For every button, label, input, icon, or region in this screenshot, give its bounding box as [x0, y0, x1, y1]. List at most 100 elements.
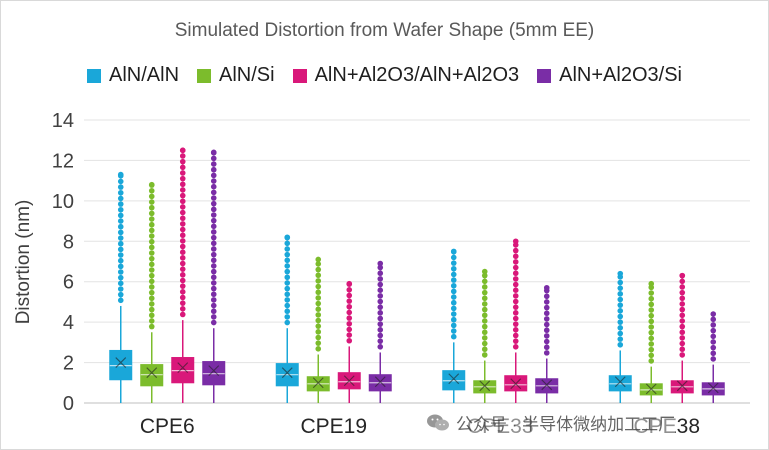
box-cpe6-s3-outlier [210, 285, 217, 292]
box-cpe33-s1-outlier [481, 335, 488, 341]
box-cpe6-s2-outlier [179, 221, 186, 227]
legend-item-aln-si: AlN/Si [197, 64, 275, 87]
box-cpe19-s2-outlier [346, 309, 353, 316]
box-cpe33-s2-outlier [512, 310, 519, 316]
box-cpe6-s1-outlier [148, 289, 155, 296]
watermark: 公众号 · 半导体微纳加工工厂 [426, 410, 676, 435]
box-cpe19-s1-outlier [315, 306, 322, 313]
box-cpe19-s1-outlier [315, 312, 322, 318]
box-cpe33-s3-outlier [543, 338, 550, 345]
box-cpe6-s2-outlier [179, 289, 186, 295]
box-cpe19-s2-outlier [346, 298, 353, 304]
box-cpe6-s0-outlier [117, 240, 124, 247]
box-cpe6-s2-outlier [179, 249, 186, 256]
box-cpe33-s2-outlier [512, 253, 519, 260]
box-cpe38-s3-outlier [710, 333, 717, 340]
box-cpe19-s0-outlier [284, 297, 291, 303]
box-cpe33-s1-outlier [481, 312, 488, 319]
box-cpe38-s0-outlier-max [617, 270, 624, 277]
box-cpe6-s2-outlier [179, 164, 186, 171]
box-cpe6-s3-outlier [210, 155, 217, 162]
box-cpe19-s0-outlier [284, 274, 291, 281]
box-cpe38-s0-outlier [617, 319, 624, 325]
box-cpe19-s1-outlier [315, 317, 322, 324]
box-cpe6-s1-outlier [148, 193, 155, 200]
box-cpe33-s2-outlier [512, 276, 519, 282]
box-cpe6-s2-outlier [179, 204, 186, 210]
box-cpe33-s0-outlier [450, 328, 457, 334]
box-cpe38-s3-outlier [710, 327, 717, 334]
box-cpe38-s2-outlier [679, 340, 686, 347]
box-cpe33-s2-outlier [512, 259, 519, 265]
y-tick-label-6: 6 [63, 272, 74, 294]
box-cpe6-s0-outlier [117, 218, 124, 224]
box-cpe33-s0-outlier [450, 265, 457, 272]
box-cpe6-s3-outlier [210, 240, 217, 247]
box-cpe6-s2-outlier [179, 226, 186, 233]
box-cpe19-s1-outlier [315, 323, 322, 329]
box-cpe19-s0-outlier [284, 280, 291, 286]
box-cpe38-s2-outlier [679, 329, 686, 336]
box-cpe38-s2-mean-marker [676, 380, 688, 392]
box-cpe6-s2-outlier [179, 243, 186, 250]
box-cpe6-s3-outlier [210, 280, 217, 286]
box-cpe19-s0-outlier [284, 319, 291, 326]
box-cpe6-s0-outlier [117, 235, 124, 241]
legend-item-aln-aln: AlN/AlN [87, 64, 179, 87]
box-cpe33-s2-outlier [512, 298, 519, 305]
box-cpe6-s3-outlier [210, 257, 217, 264]
box-cpe19-s1-mean-marker [312, 377, 324, 389]
box-cpe38-s1-mean-marker [645, 383, 657, 395]
legend-swatch-aln-al2o3-aln-al2o3 [292, 68, 307, 83]
box-cpe6-s3-outlier [210, 308, 217, 315]
box-cpe33-s3-outlier [543, 316, 550, 322]
box-cpe33-s3-outlier [543, 327, 550, 334]
box-cpe38-s0-outlier [617, 336, 624, 342]
y-tick-label-0: 0 [63, 393, 74, 415]
box-cpe6-s0-outlier [117, 257, 124, 264]
box-cpe33-s0-outlier [450, 299, 457, 306]
box-cpe6-s0-outlier [117, 280, 124, 287]
box-cpe33-s1-mean-marker [479, 380, 491, 392]
box-cpe38-s3-mean-marker [707, 382, 719, 394]
box-cpe33-s2-outlier [512, 332, 519, 339]
box-cpe38-s1-outlier [648, 329, 655, 336]
box-cpe19-s2-outlier [346, 292, 353, 299]
box-cpe6-s3-mean-marker [208, 365, 220, 377]
box-cpe6-s0-outlier [117, 178, 124, 185]
box-cpe6-s1-outlier [148, 244, 155, 251]
box-cpe33-s3-outlier [543, 321, 550, 328]
box-cpe6-s0-outlier [117, 223, 124, 230]
box-cpe19-s3-outlier [377, 293, 384, 299]
box-cpe19-s0-outlier [284, 314, 291, 320]
box-cpe19-s0-outlier [284, 240, 291, 247]
box-cpe6-s2-outlier [179, 192, 186, 199]
box-cpe38-s2-outlier [679, 335, 686, 341]
box-cpe6-s0-outlier [117, 189, 124, 196]
box-cpe33-s2-outlier [512, 304, 519, 310]
box-cpe6-s3-outlier [210, 178, 217, 184]
box-cpe33-s2-outlier [512, 287, 519, 294]
box-cpe6-s0-outlier [117, 229, 124, 236]
box-cpe6-s3-outlier [210, 189, 217, 196]
box-cpe6-s3-outlier [210, 172, 217, 179]
box-cpe6-s3-outlier [210, 251, 217, 258]
box-cpe38-s1-outlier [648, 324, 655, 330]
box-cpe6-s3-outlier [210, 195, 217, 201]
box-cpe33-s1-outlier [481, 284, 488, 290]
box-cpe38-s2-outlier [679, 306, 686, 313]
box-cpe33-s2-outlier-max [512, 238, 519, 245]
box-cpe38-s1-outlier [648, 346, 655, 353]
box-cpe19-s0-outlier [284, 257, 291, 264]
box-cpe19-s1-outlier [315, 289, 322, 296]
box-cpe6-s3-outlier [210, 274, 217, 281]
wechat-icon [427, 414, 449, 430]
box-cpe6-s3-outlier [210, 206, 217, 213]
box-cpe33-s1-outlier-max [481, 268, 488, 275]
box-cpe33-s1-outlier [481, 306, 488, 313]
box-cpe6-s1-outlier-max [148, 181, 155, 188]
box-cpe6-s2-outlier [179, 187, 186, 193]
x-tick-label-cpe33: CPE33 [467, 415, 534, 438]
box-cpe33-s3-outlier [543, 299, 550, 305]
box-cpe33-s3-mean-marker [541, 379, 553, 391]
